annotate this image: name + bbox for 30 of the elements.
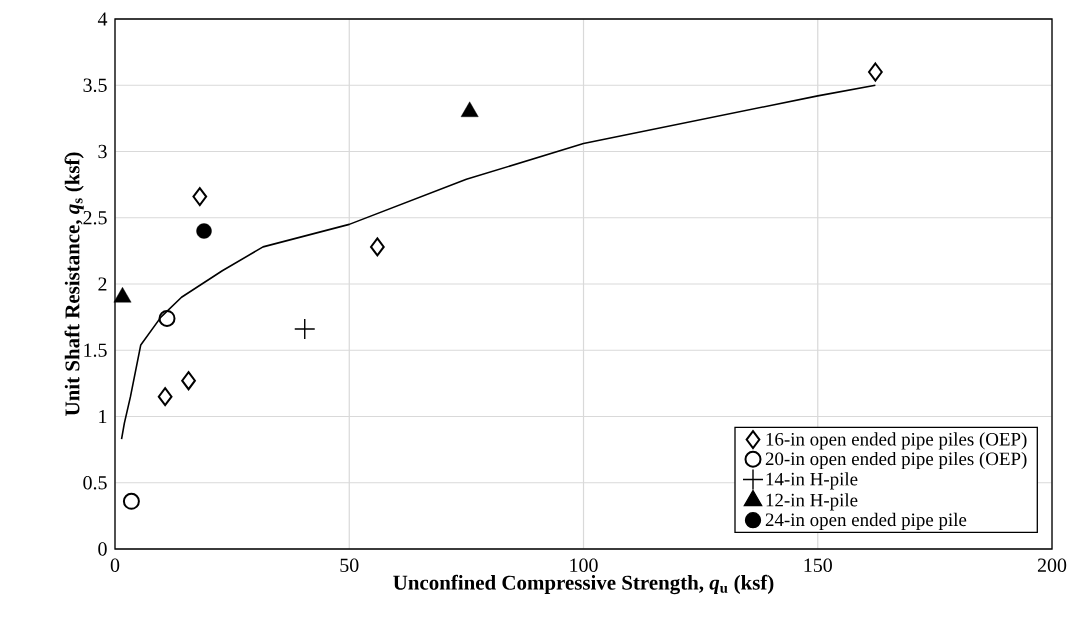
point xyxy=(158,309,176,327)
x-tick-label: 150 xyxy=(804,558,832,572)
y-tick-label: 0 xyxy=(98,542,107,556)
point xyxy=(181,371,196,391)
y-tick-label: 3 xyxy=(98,144,107,159)
point xyxy=(294,318,316,340)
legend-label: 14-in H-pile xyxy=(766,472,858,490)
point xyxy=(157,387,173,407)
point xyxy=(192,187,208,207)
y-tick-label: 2.5 xyxy=(83,211,107,225)
x-tick-label: 200 xyxy=(1037,558,1067,572)
y-tick-label: 1.5 xyxy=(84,343,107,357)
y-tick-label: 0.5 xyxy=(83,475,107,490)
legend-label: 12-in H-pile xyxy=(766,493,858,511)
y-tick-label: 4 xyxy=(97,12,108,26)
y-tick-label: 1 xyxy=(99,409,107,424)
x-tick-label: 50 xyxy=(340,558,359,572)
x-tick-label: 0 xyxy=(110,558,120,572)
x-axis-title: Unconfined Compressive Strength, q$_{u}$ (ksf) xyxy=(393,574,774,595)
legend-label: 16-in open ended pipe piles (OEP) xyxy=(766,432,1027,450)
point xyxy=(369,237,385,257)
legend-label: 20-in open ended pipe piles (OEP) xyxy=(765,451,1027,470)
y-tick-label: 3.5 xyxy=(83,78,107,92)
legend-label: 24-in open ended pipe pile xyxy=(765,512,967,530)
point xyxy=(868,62,883,82)
y-tick-label: 2 xyxy=(98,277,107,291)
point xyxy=(122,492,140,510)
point xyxy=(196,223,212,239)
x-tick-label: 100 xyxy=(570,558,598,572)
y-axis-title: Unit Shaft Resistance, q$_{s}$ (ksf) xyxy=(64,152,84,416)
